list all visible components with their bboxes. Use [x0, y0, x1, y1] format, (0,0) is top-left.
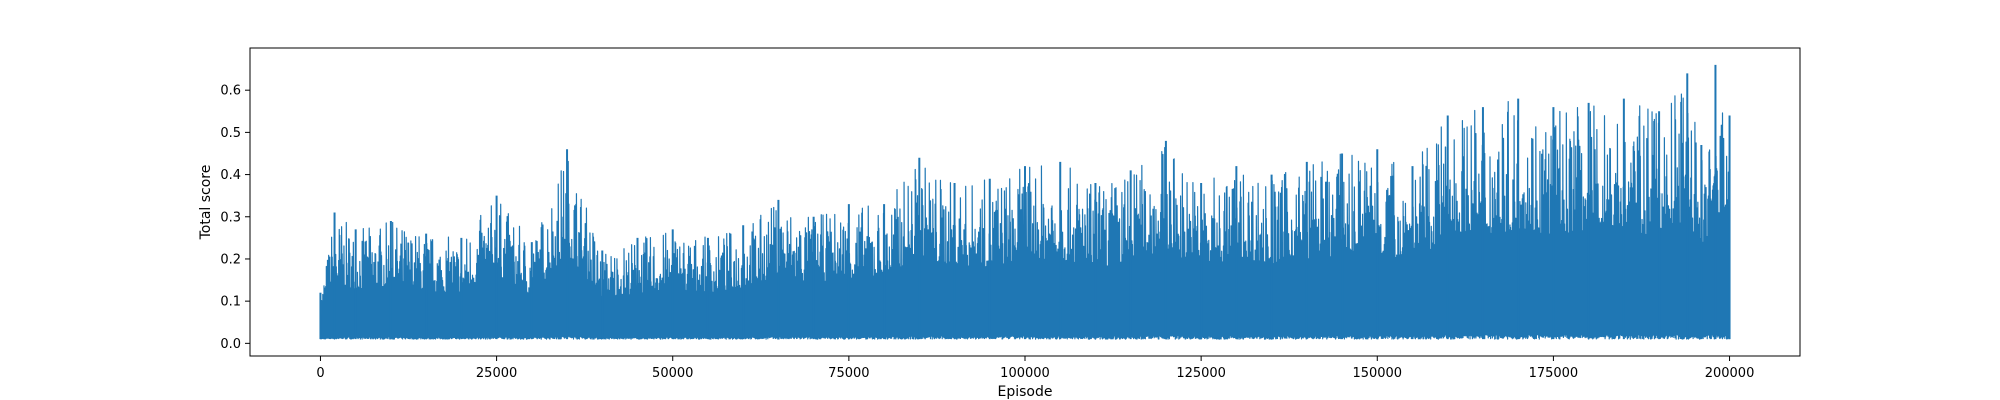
x-axis-label: Episode [998, 384, 1053, 400]
x-axis: 0 25000 50000 75000 100000 125000 150000 175000… [316, 356, 1754, 381]
x-tick-label: 200000 [1705, 366, 1755, 381]
x-tick-label: 100000 [1000, 366, 1050, 381]
y-tick-label: 0.2 [220, 252, 241, 267]
x-tick-label: 175000 [1529, 366, 1579, 381]
y-tick-label: 0.0 [220, 337, 241, 352]
x-tick-label: 75000 [828, 366, 869, 381]
y-tick-label: 0.6 [220, 84, 241, 99]
y-tick-label: 0.1 [220, 295, 241, 310]
x-tick-label: 25000 [476, 366, 517, 381]
x-tick-label: 0 [316, 366, 324, 381]
y-axis: 0.0 0.1 0.2 0.3 0.4 0.5 0.6 [220, 84, 250, 352]
x-tick-label: 50000 [652, 366, 693, 381]
plot-area [319, 64, 1731, 340]
x-tick-label: 125000 [1176, 366, 1226, 381]
y-tick-label: 0.4 [220, 168, 241, 183]
y-tick-label: 0.5 [220, 126, 241, 141]
y-axis-label: Total score [198, 165, 214, 241]
y-tick-label: 0.3 [220, 210, 241, 225]
x-tick-label: 150000 [1352, 366, 1402, 381]
